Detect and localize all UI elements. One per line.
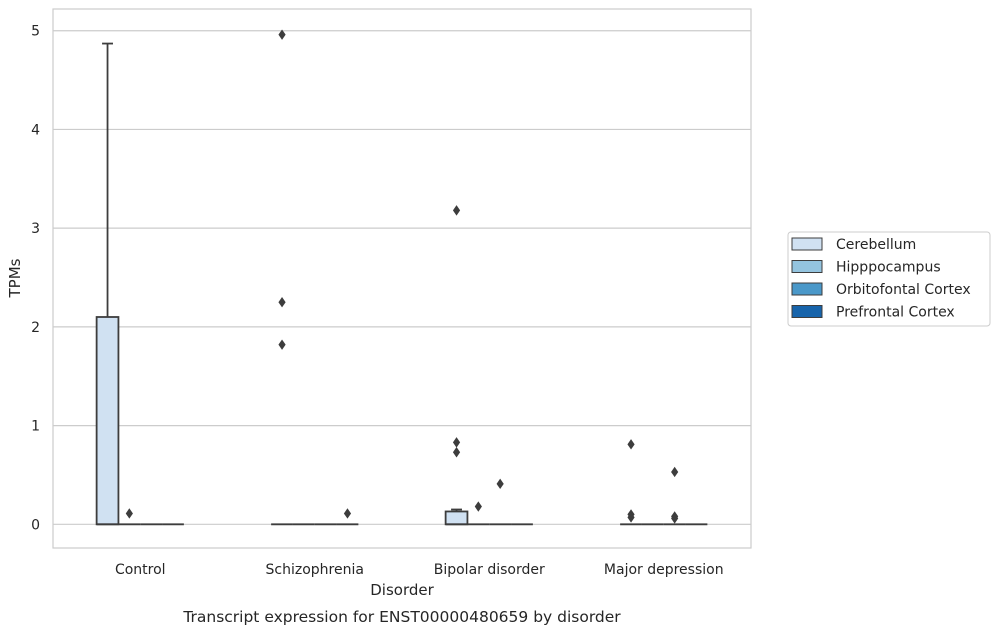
- legend-frame: [787, 231, 991, 327]
- outlier-point: [496, 478, 504, 490]
- y-tick-label: 0: [31, 517, 40, 533]
- legend-label: Orbitofontal Cortex: [836, 282, 971, 298]
- legend: Cerebellum Hipppocampus Orbitofontal Corte…: [787, 231, 991, 327]
- y-tick-label: 1: [31, 419, 40, 435]
- outlier-point: [278, 296, 286, 308]
- outlier-point: [627, 439, 635, 450]
- outlier-point: [474, 501, 482, 512]
- outlier-point: [343, 508, 352, 519]
- outlier-point: [671, 513, 679, 524]
- x-tick-label: Bipolar disorder: [434, 562, 545, 578]
- legend-label: Cerebellum: [836, 237, 916, 253]
- y-tick-label: 5: [31, 24, 40, 40]
- outlier-point: [452, 205, 461, 216]
- y-axis-ticks: 0 1 2 3 4 5: [31, 24, 40, 534]
- box-body: [95, 316, 120, 526]
- legend-label: Hipppocampus: [836, 260, 941, 276]
- x-axis-ticks: Control Schizophrenia Bipolar disorder Majo…: [115, 562, 724, 578]
- outlier-point: [278, 339, 286, 350]
- plot-area-frame: [52, 8, 752, 549]
- y-tick-label: 4: [31, 122, 40, 138]
- outlier-point: [452, 437, 461, 448]
- legend-swatch: [791, 282, 823, 296]
- y-tick-label: 3: [31, 221, 40, 237]
- legend-swatch: [791, 260, 823, 273]
- x-tick-label: Schizophrenia: [266, 562, 364, 578]
- x-tick-label: Control: [115, 562, 166, 578]
- outlier-point: [671, 466, 679, 478]
- chart-title: Transcript expression for ENST0000048065…: [182, 608, 621, 626]
- legend-swatch: [791, 237, 823, 251]
- grid-lines: [53, 30, 751, 525]
- legend-label: Prefrontal Cortex: [836, 305, 955, 321]
- x-axis-label: Disorder: [370, 581, 434, 599]
- outlier-point: [278, 29, 286, 40]
- outlier-point: [452, 447, 461, 458]
- y-axis-label: TPMs: [6, 258, 24, 298]
- y-tick-label: 2: [31, 320, 40, 336]
- x-tick-label: Major depression: [604, 562, 724, 578]
- outlier-point: [627, 512, 635, 523]
- outlier-point: [125, 508, 133, 519]
- box-body: [444, 510, 469, 526]
- box-plot-marks: [95, 29, 708, 526]
- legend-swatch: [791, 305, 823, 318]
